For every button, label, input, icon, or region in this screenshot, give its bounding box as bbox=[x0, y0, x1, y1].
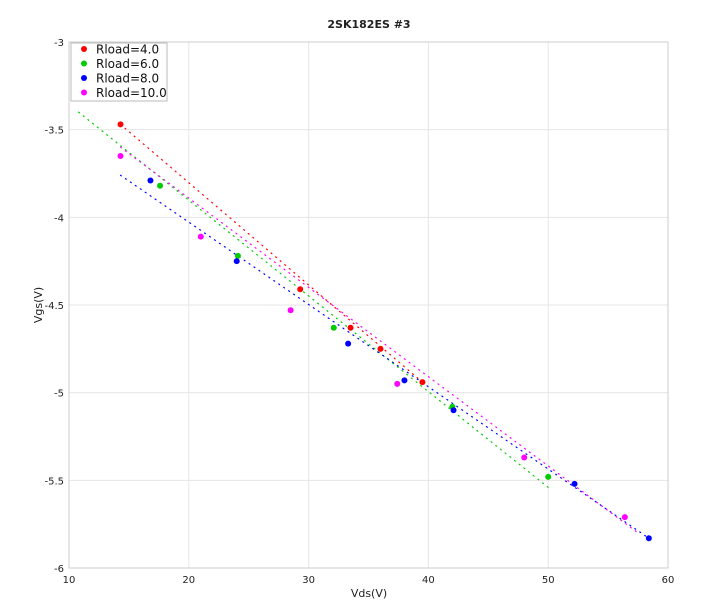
legend-marker bbox=[81, 75, 87, 81]
data-point-series-2 bbox=[233, 258, 240, 265]
x-axis-label: Vds(V) bbox=[351, 587, 387, 600]
data-point-series-2 bbox=[645, 535, 652, 542]
fit-line-series-3 bbox=[119, 146, 639, 534]
data-point-series-3 bbox=[117, 152, 124, 159]
x-tick-label: 50 bbox=[542, 575, 555, 586]
data-point-series-3 bbox=[287, 307, 294, 314]
legend-marker bbox=[81, 46, 87, 52]
legend-label: Rload=10.0 bbox=[96, 86, 167, 100]
data-point-series-2 bbox=[345, 340, 352, 347]
x-tick-label: 10 bbox=[63, 575, 76, 586]
x-tick-labels: 10 20 30 40 50 60 bbox=[63, 575, 675, 586]
data-point-series-2 bbox=[401, 377, 408, 384]
x-tick-label: 20 bbox=[182, 575, 195, 586]
data-point-series-2 bbox=[450, 407, 457, 414]
legend-marker bbox=[81, 89, 87, 96]
y-tick-label: -4 bbox=[54, 213, 64, 224]
data-point-series-0 bbox=[297, 286, 304, 293]
data-points bbox=[117, 121, 652, 542]
legend-label: Rload=8.0 bbox=[96, 72, 159, 86]
data-point-series-3 bbox=[394, 380, 401, 387]
data-point-series-3 bbox=[621, 514, 628, 521]
data-point-series-2 bbox=[571, 480, 578, 487]
x-tick-label: 30 bbox=[302, 575, 315, 586]
y-tick-label: -6 bbox=[54, 564, 64, 575]
data-point-series-0 bbox=[377, 345, 384, 352]
y-tick-label: -5 bbox=[54, 389, 64, 400]
data-point-series-0 bbox=[117, 121, 124, 128]
data-point-series-1 bbox=[330, 324, 337, 331]
data-point-series-3 bbox=[521, 454, 528, 461]
legend-box bbox=[70, 42, 168, 102]
data-point-series-1 bbox=[157, 182, 164, 189]
data-point-series-0 bbox=[347, 324, 354, 331]
legend-label: Rload=4.0 bbox=[96, 43, 159, 57]
data-point-series-3 bbox=[197, 233, 204, 240]
data-point-series-2 bbox=[147, 177, 154, 184]
legend-marker bbox=[81, 60, 87, 67]
fit-line-series-2 bbox=[119, 174, 650, 539]
y-tick-label: -4.5 bbox=[44, 301, 64, 312]
fit-line-series-0 bbox=[119, 123, 424, 383]
y-tick-label: -5.5 bbox=[44, 476, 64, 487]
x-tick-label: 60 bbox=[662, 575, 675, 586]
chart-title: 2SK182ES #3 bbox=[327, 18, 410, 31]
data-point-series-1 bbox=[234, 252, 241, 259]
fit-lines bbox=[77, 111, 650, 539]
data-point-series-1 bbox=[545, 473, 552, 480]
legend-label: Rload=6.0 bbox=[96, 57, 159, 71]
grid bbox=[68, 41, 669, 569]
data-point-series-0 bbox=[419, 379, 426, 386]
plot-frame bbox=[68, 41, 669, 569]
fit-line-series-1 bbox=[77, 111, 549, 488]
y-tick-labels: -3 -3.5 -4 -4.5 -5 -5.5 -6 bbox=[44, 38, 64, 575]
y-tick-label: -3.5 bbox=[44, 126, 64, 137]
y-tick-label: -3 bbox=[54, 38, 64, 49]
y-axis-label: Vgs(V) bbox=[32, 287, 45, 323]
x-tick-label: 40 bbox=[422, 575, 435, 586]
